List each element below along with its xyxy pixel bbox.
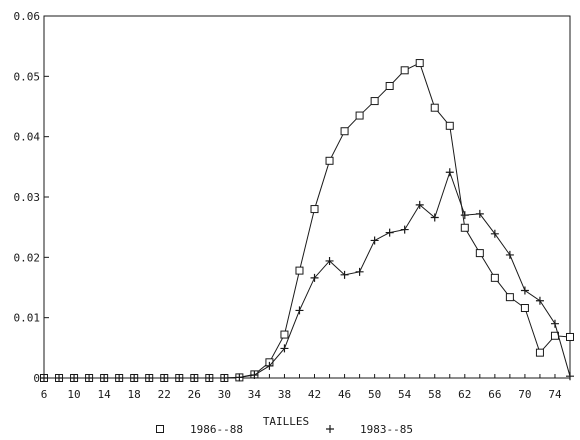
plus-marker <box>250 370 259 379</box>
x-tick-label: 42 <box>308 388 321 401</box>
plus-marker <box>415 200 424 209</box>
x-tick-label: 46 <box>338 388 351 401</box>
legend-square-marker <box>156 425 164 433</box>
y-tick-label: 0.02 <box>14 251 41 264</box>
y-tick-label: 0.04 <box>14 131 41 144</box>
square-marker <box>490 273 499 282</box>
plus-marker <box>475 209 484 218</box>
plus-marker <box>505 250 514 259</box>
series-layer <box>40 59 574 382</box>
square-marker <box>430 103 439 112</box>
square-marker <box>295 266 304 275</box>
plus-marker <box>385 228 394 237</box>
x-tick-label: 54 <box>398 388 412 401</box>
plus-marker <box>460 211 469 220</box>
plus-marker <box>130 374 139 382</box>
plus-marker <box>430 213 439 222</box>
plus-marker <box>310 273 319 282</box>
series-line <box>44 62 571 379</box>
y-tick-label: 0.06 <box>14 10 41 23</box>
plus-marker <box>160 374 169 382</box>
square-marker <box>340 127 349 136</box>
square-marker <box>505 293 514 302</box>
legend: 1986--88 1983--85 <box>156 423 413 436</box>
plus-marker <box>220 374 229 382</box>
x-tick-label: 58 <box>428 388 441 401</box>
square-marker <box>355 111 364 120</box>
series-1 <box>40 59 574 382</box>
square-marker <box>415 59 424 68</box>
x-tick-label: 18 <box>128 388 141 401</box>
y-tick-label: 0.03 <box>14 191 41 204</box>
square-marker <box>400 66 409 75</box>
plus-marker <box>175 374 184 382</box>
x-tick-label: 70 <box>518 388 531 401</box>
x-tick-label: 66 <box>488 388 501 401</box>
x-tick-label: 38 <box>278 388 291 401</box>
legend-label: 1983--85 <box>360 423 413 436</box>
x-axis-title: TAILLES <box>263 415 309 428</box>
plus-marker <box>100 374 109 382</box>
plus-marker <box>235 373 244 382</box>
plus-marker <box>280 344 289 353</box>
square-marker <box>566 332 574 341</box>
plus-marker <box>550 319 559 328</box>
plus-marker <box>340 270 349 279</box>
legend-plus-marker <box>326 425 334 433</box>
x-tick-label: 26 <box>188 388 201 401</box>
plus-marker <box>85 374 94 382</box>
x-tick-label: 6 <box>41 388 48 401</box>
legend-label: 1986--88 <box>190 423 243 436</box>
y-tick-label: 0.01 <box>14 312 41 325</box>
square-marker <box>535 348 544 357</box>
y-axis: 0 0.01 0.02 0.03 0.04 0.05 0.06 <box>14 10 49 385</box>
square-marker <box>370 97 379 106</box>
plus-marker <box>55 374 64 382</box>
plus-marker <box>70 374 79 382</box>
x-tick-label: 74 <box>548 388 562 401</box>
plus-marker <box>355 267 364 276</box>
square-marker <box>520 304 529 313</box>
plus-marker <box>40 374 48 382</box>
plus-marker <box>445 168 454 177</box>
plus-marker <box>490 229 499 238</box>
square-marker <box>475 249 484 258</box>
x-tick-label: 62 <box>458 388 471 401</box>
x-tick-label: 30 <box>218 388 231 401</box>
square-marker <box>325 156 334 165</box>
plus-marker <box>370 236 379 245</box>
plus-marker <box>295 306 304 315</box>
square-marker <box>460 223 469 232</box>
x-tick-label: 14 <box>97 388 111 401</box>
plus-marker <box>265 361 274 370</box>
x-tick-label: 22 <box>158 388 171 401</box>
plus-marker <box>325 256 334 265</box>
plus-marker <box>205 374 214 382</box>
x-tick-label: 34 <box>248 388 262 401</box>
x-tick-label: 10 <box>67 388 80 401</box>
y-tick-label: 0 <box>33 372 40 385</box>
square-marker <box>385 81 394 90</box>
plus-marker <box>115 374 124 382</box>
plus-marker <box>535 296 544 305</box>
square-marker <box>310 205 319 214</box>
plus-marker <box>190 374 199 382</box>
y-tick-label: 0.05 <box>14 70 41 83</box>
plot-frame <box>43 15 571 379</box>
square-marker <box>445 121 454 130</box>
plus-marker <box>520 286 529 295</box>
x-tick-label: 50 <box>368 388 381 401</box>
plus-marker <box>400 225 409 234</box>
series-2 <box>40 168 574 382</box>
plus-marker <box>145 374 154 382</box>
plus-marker <box>566 372 574 381</box>
square-marker <box>280 330 289 339</box>
